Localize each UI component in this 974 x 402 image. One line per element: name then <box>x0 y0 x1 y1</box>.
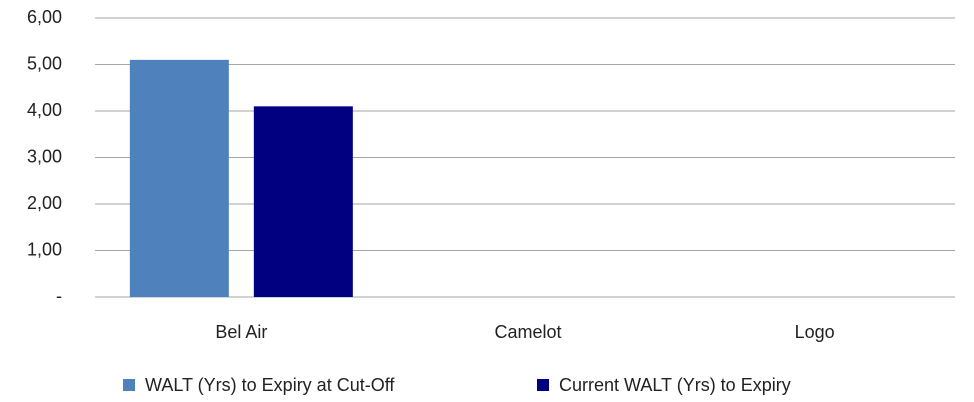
y-tick-label: 5,00 <box>27 53 62 73</box>
legend-label: WALT (Yrs) to Expiry at Cut-Off <box>145 375 395 395</box>
x-tick-label: Logo <box>795 322 835 342</box>
y-tick-label: 3,00 <box>27 146 62 166</box>
y-tick-label: 2,00 <box>27 193 62 213</box>
y-tick-label: - <box>56 286 62 306</box>
x-tick-label: Bel Air <box>215 322 267 342</box>
bar <box>253 106 353 297</box>
bar <box>129 59 229 297</box>
y-tick-label: 4,00 <box>27 100 62 120</box>
y-tick-label: 6,00 <box>27 7 62 27</box>
x-tick-label: Camelot <box>494 322 561 342</box>
legend-swatch <box>123 379 135 391</box>
legend-swatch <box>537 379 549 391</box>
legend-label: Current WALT (Yrs) to Expiry <box>559 375 791 395</box>
y-tick-label: 1,00 <box>27 239 62 259</box>
